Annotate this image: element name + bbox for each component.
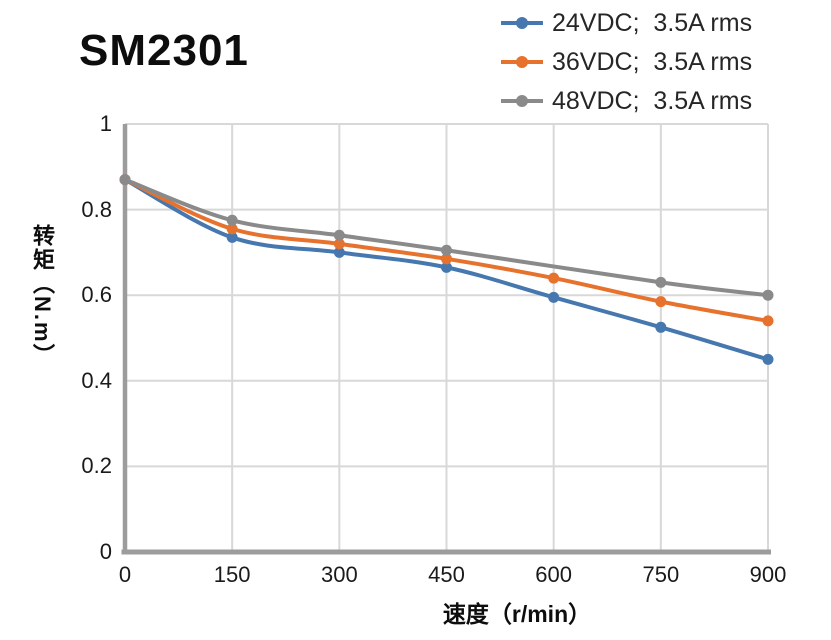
chart-title: SM2301 xyxy=(79,26,249,75)
x-tick-label: 450 xyxy=(428,562,465,587)
y-axis-title: 转矩（N.m） xyxy=(30,224,55,368)
legend-label: 48VDC; 3.5A rms xyxy=(552,86,753,115)
data-point-marker xyxy=(441,244,452,256)
data-point-marker xyxy=(226,223,238,235)
y-tick-label: 0 xyxy=(99,539,112,564)
data-point-marker xyxy=(655,296,667,308)
legend-item-36vdc: 36VDC; 3.5A rms xyxy=(500,47,752,77)
x-tick-label: 750 xyxy=(642,562,680,587)
data-point-marker xyxy=(119,174,131,186)
data-point-marker xyxy=(226,214,238,226)
x-tick-label: 150 xyxy=(213,562,251,587)
data-point-marker xyxy=(762,289,774,301)
legend-item-48vdc: 48VDC; 3.5A rms xyxy=(500,86,752,116)
x-tick-label: 0 xyxy=(118,562,132,587)
x-tick-label: 300 xyxy=(320,562,358,587)
data-point-marker xyxy=(441,261,452,273)
data-point-marker xyxy=(441,253,452,265)
data-point-marker xyxy=(333,246,345,258)
y-tick-label: 0.6 xyxy=(81,282,112,308)
data-point-marker xyxy=(655,321,667,333)
y-tick-label: 1 xyxy=(99,111,112,136)
data-point-marker xyxy=(548,291,560,303)
data-point-marker xyxy=(333,238,345,250)
x-tick-label: 600 xyxy=(535,562,573,587)
data-point-marker xyxy=(333,229,345,241)
line-marker-icon xyxy=(501,17,543,29)
legend-item-24vdc: 24VDC; 3.5A rms xyxy=(500,8,752,38)
data-point-marker xyxy=(762,315,774,327)
legend-label: 24VDC; 3.5A rms xyxy=(552,8,753,37)
x-axis-title: 速度（r/min） xyxy=(442,601,592,627)
data-point-marker xyxy=(226,231,238,243)
data-point-marker xyxy=(548,272,560,284)
legend: 24VDC; 3.5A rms 36VDC; 3.5A rms 48VDC; 3… xyxy=(500,8,752,116)
x-tick-label: 900 xyxy=(749,562,787,587)
legend-label: 36VDC; 3.5A rms xyxy=(552,47,753,76)
data-point-marker xyxy=(655,276,667,288)
y-tick-label: 0.8 xyxy=(81,196,112,222)
line-marker-icon xyxy=(501,95,543,107)
data-point-marker xyxy=(762,353,774,365)
y-tick-label: 0.2 xyxy=(81,453,112,479)
line-marker-icon xyxy=(501,56,543,68)
y-tick-label: 0.4 xyxy=(81,367,112,393)
